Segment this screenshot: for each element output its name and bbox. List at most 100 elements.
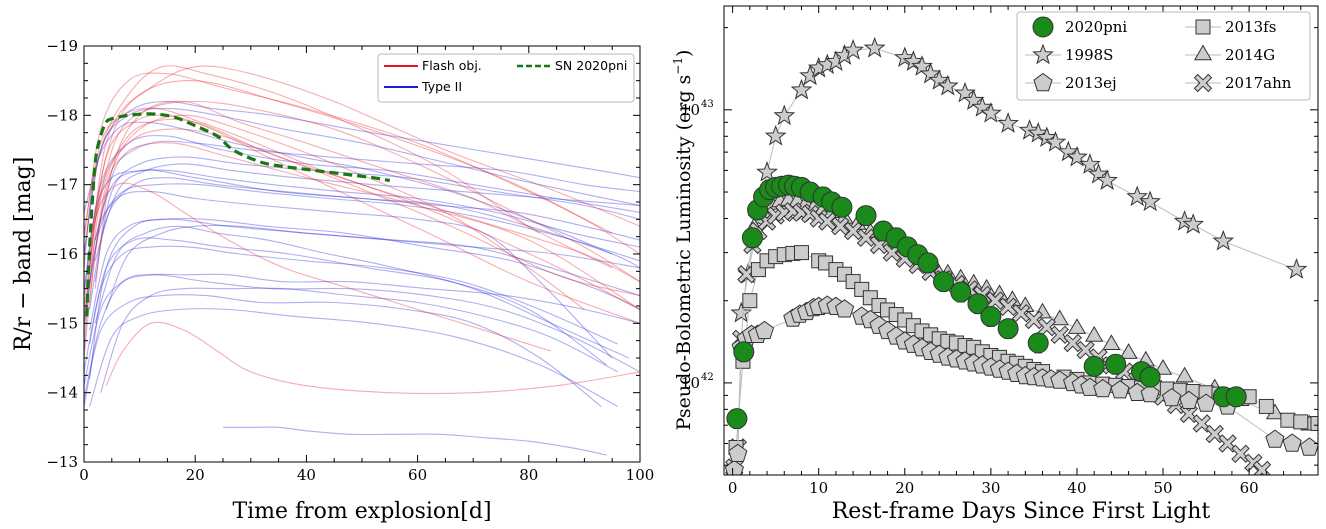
marker-1998S (928, 69, 951, 90)
left-x-axis-title: Time from explosion[d] (232, 499, 491, 524)
marker-1998S (980, 101, 1002, 123)
marker-2013ej (754, 320, 775, 340)
marker-1998S (1079, 153, 1101, 174)
right-x-tick-label: 0 (728, 479, 738, 497)
marker-2020pni (980, 306, 1002, 328)
legend-marker-1998S (1032, 43, 1054, 65)
marker-2014G (1153, 359, 1173, 375)
typeii-curve (84, 183, 640, 317)
marker-2013ej (1179, 390, 1199, 409)
legend-2017ahn-text: 2017ahn (1225, 74, 1292, 92)
marker-1998S (1126, 185, 1149, 207)
right-plot-frame (723, 5, 1319, 476)
flash-curve (89, 79, 640, 268)
marker-1998S (1139, 190, 1161, 212)
legend-typeii-label: Type II (421, 79, 462, 94)
marker-1998S (1044, 130, 1067, 152)
left-y-tick-label: −15 (46, 314, 78, 332)
marker-1998S (997, 112, 1019, 133)
marker-1998S (790, 78, 813, 100)
legend-marker-2020pni (1032, 16, 1054, 38)
marker-2014G (1102, 334, 1121, 350)
right-x-tick-label: 20 (895, 479, 914, 497)
right-legend: 2020pni 2013fs 1998S 2014G 2013ej 2017ah… (1016, 11, 1311, 101)
marker-2013ej (1282, 433, 1302, 452)
marker-1998S (1066, 145, 1088, 167)
marker-1998S (936, 74, 959, 96)
legend-2020pni-label: SN 2020pni (555, 58, 627, 73)
typeii-curve (100, 287, 619, 393)
flash-curve (84, 107, 640, 310)
marker-2013ej (834, 299, 855, 318)
marker-2013fs (1310, 416, 1318, 432)
marker-2013ej (1299, 437, 1318, 456)
flash-curve (84, 65, 613, 269)
marker-2013ej (1265, 429, 1285, 448)
marker-1998S (773, 104, 796, 126)
marker-2020pni (950, 281, 972, 303)
right-x-tick-label: 40 (1067, 479, 1086, 497)
left-x-tick-label: 80 (519, 466, 538, 484)
typeii-curve (84, 245, 619, 373)
flash-curve (84, 114, 585, 359)
typeii-curve (89, 308, 619, 407)
right-x-tick-label: 50 (1153, 479, 1172, 497)
typeii-curve (89, 218, 640, 379)
flash-curve (105, 321, 640, 395)
marker-2013ej (1162, 387, 1182, 407)
marker-2013fs (1280, 412, 1296, 428)
typeii-curve (105, 224, 640, 310)
left-y-tick-label: −18 (46, 106, 78, 124)
right-y-tick-exponent: 43 (701, 99, 714, 110)
left-panel-lightcurves: 0 20 40 60 80 100 −19 −18 −17 −16 −15 −14 −13 Time f… (11, 37, 654, 524)
marker-1998S (764, 124, 787, 146)
flash-curve (89, 118, 640, 297)
marker-2014G (1119, 343, 1138, 359)
marker-2020pni (1105, 353, 1127, 375)
typeii-curve (84, 135, 640, 289)
legend-2013fs-text: 2013fs (1225, 18, 1276, 36)
series-2020pni (726, 174, 1247, 430)
marker-1998S (1035, 126, 1058, 148)
marker-1998S (902, 50, 925, 71)
legend-1998s-text: 1998S (1065, 46, 1113, 64)
typeii-curve (94, 163, 640, 262)
typeii-curve (94, 225, 630, 359)
marker-2014G (1175, 366, 1194, 383)
marker-2020pni (741, 227, 763, 249)
flash-curve (89, 114, 640, 324)
marker-2020pni (1225, 386, 1247, 408)
legend-marker-2014G (1193, 44, 1213, 61)
marker-1998S (1027, 121, 1050, 143)
flash-curve (94, 100, 541, 289)
legend-2020pni-text: 2020pni (1065, 18, 1127, 36)
typeii-curve (84, 294, 602, 407)
right-x-tick-label: 60 (1240, 479, 1259, 497)
marker-2013ej (1093, 378, 1113, 398)
flash-curve (84, 72, 613, 241)
flash-curve (84, 182, 552, 352)
marker-2013ej (1140, 383, 1160, 403)
typeii-curve (84, 169, 640, 324)
marker-1998S (756, 160, 778, 182)
marker-2020pni (1027, 332, 1049, 354)
marker-2013ej (724, 459, 744, 475)
marker-2013ej (1050, 370, 1070, 389)
typeii-curve (89, 177, 640, 310)
marker-2020pni (917, 252, 939, 274)
marker-2020pni (831, 196, 853, 218)
right-x-tick-label: 10 (809, 479, 828, 497)
right-y-tick-label: 10 (681, 101, 700, 119)
typeii-curve (84, 190, 613, 359)
typeii-curve (94, 140, 640, 241)
marker-2014G (1050, 309, 1069, 326)
left-y-axis-title: R/r − band [mag] (11, 157, 36, 352)
right-x-tick-label: 30 (981, 479, 1000, 497)
flash-curve (84, 65, 640, 338)
marker-2013fs (1258, 398, 1274, 414)
marker-1998S (842, 38, 864, 60)
series-connector-2017ahn (733, 210, 1263, 471)
left-x-tick-label: 60 (408, 466, 427, 484)
legend-2013ej-text: 2013ej (1065, 74, 1117, 92)
legend-marker-2017ahn (1193, 73, 1213, 93)
